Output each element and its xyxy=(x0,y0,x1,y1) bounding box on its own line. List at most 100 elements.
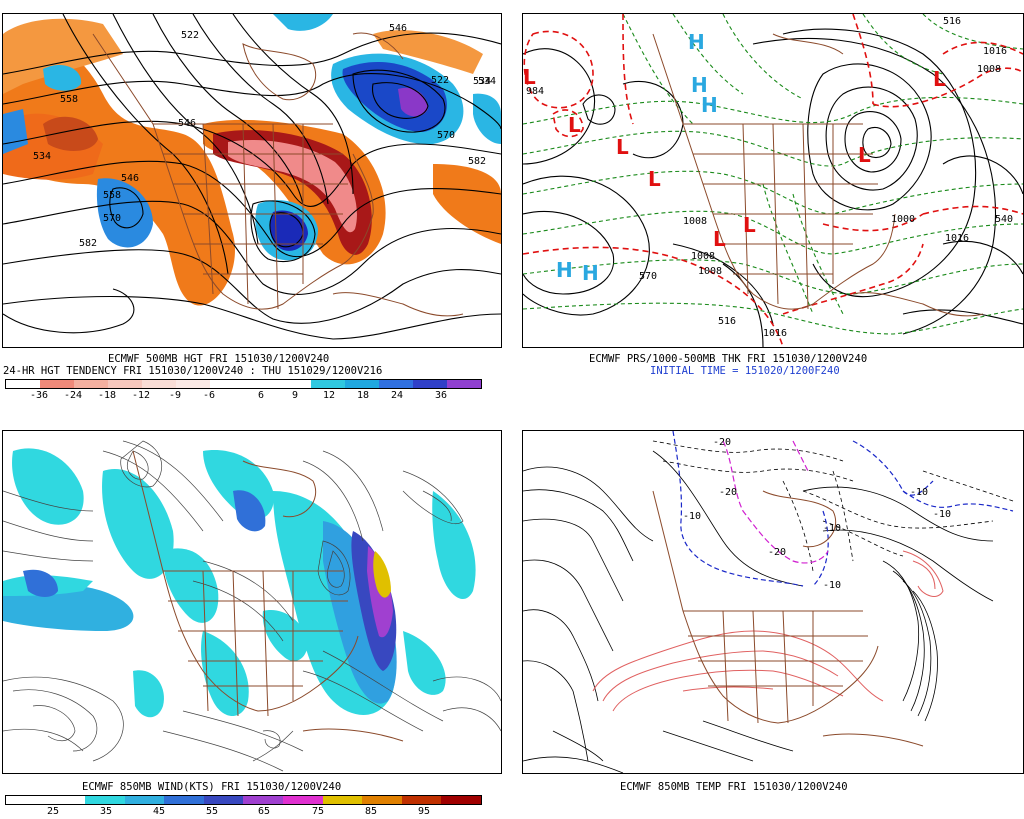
map-pressure-thickness: L L L L L L L L H H H H H 1016 1016 1008… xyxy=(522,13,1024,348)
colorbar-swatch xyxy=(322,796,363,804)
panel-pressure-thickness: L L L L L L L L H H H H H 1016 1016 1008… xyxy=(520,0,1024,410)
contour-label: 582 xyxy=(468,156,486,167)
temperature-contours xyxy=(523,450,994,773)
panel-500mb-caption-line2: 24-HR HGT TENDENCY FRI 151030/1200V240 :… xyxy=(3,365,383,377)
colorbar-swatch xyxy=(124,796,165,804)
colorbar-tick: 85 xyxy=(364,806,378,817)
contour-label: 534 xyxy=(473,76,491,87)
contour-label: 534 xyxy=(33,151,51,162)
temperature-dashed-contours xyxy=(652,440,1014,572)
panel-prs-caption-line2: INITIAL TIME = 151020/1200F240 xyxy=(650,365,840,377)
colorbar-swatch xyxy=(107,380,142,388)
colorbar-tick: -24 xyxy=(63,390,83,401)
contour-label: 558 xyxy=(60,94,78,105)
contour-label: 522 xyxy=(431,75,449,86)
colorbar-swatch xyxy=(209,380,244,388)
contour-label: 984 xyxy=(526,86,544,97)
height-fall-fill xyxy=(3,14,501,261)
colorbar-swatch xyxy=(401,796,442,804)
panel-850mb-wind: ECMWF 850MB WIND(KTS) FRI 151030/1200V24… xyxy=(0,418,505,819)
colorbar-swatch xyxy=(441,796,481,804)
low-center-label: L xyxy=(858,143,871,167)
contour-label: 534 xyxy=(478,76,496,87)
wind-speed-colorbar xyxy=(5,795,482,805)
panel-500mb-height: 522 534 546 558 570 582 534 522 546 570 … xyxy=(0,0,505,410)
contour-label: 1016 xyxy=(945,233,969,244)
colorbar-tick: 36 xyxy=(434,390,448,401)
low-center-label: L xyxy=(616,135,629,159)
high-center-label: H xyxy=(701,93,718,117)
panel-500mb-caption-line1: ECMWF 500MB HGT FRI 151030/1200V240 xyxy=(108,353,330,365)
isobars xyxy=(523,28,1023,347)
colorbar-tick: -9 xyxy=(168,390,182,401)
colorbar-tick: 45 xyxy=(152,806,166,817)
contour-label: 1008 xyxy=(683,216,707,227)
contour-label: -10 xyxy=(683,511,701,522)
high-center-label: H xyxy=(688,30,705,54)
colorbar-swatch xyxy=(6,796,46,804)
contour-label: 570 xyxy=(103,213,121,224)
colorbar-swatch xyxy=(39,380,74,388)
thickness-green-contours xyxy=(523,14,1023,335)
colorbar-tick: -36 xyxy=(29,390,49,401)
contour-label: -20 xyxy=(768,547,786,558)
colorbar-tick: 95 xyxy=(417,806,431,817)
geography-outlines xyxy=(132,450,404,742)
high-center-label: H xyxy=(691,73,708,97)
colorbar-swatch xyxy=(413,380,447,388)
colorbar-tick: 18 xyxy=(356,390,370,401)
contour-label: 1016 xyxy=(763,328,787,339)
geography-outlines xyxy=(92,32,464,317)
height-tendency-colorbar-ticks: -36 -24 -18 -12 -9 -6 6 9 12 18 24 36 xyxy=(5,390,480,402)
colorbar-tick: 35 xyxy=(99,806,113,817)
colorbar-swatch xyxy=(45,796,86,804)
colorbar-tick: 65 xyxy=(257,806,271,817)
colorbar-swatch xyxy=(379,380,414,388)
contour-label: 558 xyxy=(103,190,121,201)
contour-label: 546 xyxy=(121,173,139,184)
colorbar-swatch xyxy=(141,380,176,388)
colorbar-swatch xyxy=(311,380,346,388)
map-850mb-wind xyxy=(2,430,502,774)
contour-label: -10 xyxy=(823,523,841,534)
contour-label: -20 xyxy=(713,437,731,448)
colorbar-tick: 24 xyxy=(390,390,404,401)
geography-outlines xyxy=(652,490,924,747)
panel-prs-caption-line1: ECMWF PRS/1000-500MB THK FRI 151030/1200… xyxy=(589,353,868,365)
low-center-label: L xyxy=(568,113,581,137)
contour-label: 1016 xyxy=(983,46,1007,57)
colorbar-tick: 75 xyxy=(311,806,325,817)
low-center-label: L xyxy=(648,167,661,191)
colorbar-swatch xyxy=(73,380,108,388)
contour-label: 1000 xyxy=(891,214,915,225)
contour-label: 516 xyxy=(943,16,961,27)
colorbar-swatch xyxy=(164,796,204,804)
low-center-label: L xyxy=(933,67,946,91)
map-850mb-temp: -20 -20 -10 -10 -10 -10 -20 -10 xyxy=(522,430,1024,774)
contour-label: 570 xyxy=(437,130,455,141)
colorbar-swatch xyxy=(85,796,125,804)
colorbar-swatch xyxy=(277,380,312,388)
colorbar-tick: 25 xyxy=(46,806,60,817)
high-center-label: H xyxy=(556,258,573,282)
low-center-label: L xyxy=(713,227,726,251)
contour-label: -10 xyxy=(910,487,928,498)
height-tendency-colorbar xyxy=(5,379,482,389)
contour-label: -10 xyxy=(823,580,841,591)
colorbar-swatch xyxy=(243,380,278,388)
contour-label: 1008 xyxy=(691,251,715,262)
colorbar-swatch xyxy=(362,796,402,804)
contour-label: 522 xyxy=(181,30,199,41)
colorbar-swatch xyxy=(243,796,284,804)
contour-label: 516 xyxy=(718,316,736,327)
warm-isotherms xyxy=(592,550,944,712)
contour-label: 546 xyxy=(389,23,407,34)
geography-outlines xyxy=(652,33,984,317)
colorbar-tick: 12 xyxy=(322,390,336,401)
contour-label: 1008 xyxy=(698,266,722,277)
cold-isotherms xyxy=(672,431,1014,587)
thickness-red-contours xyxy=(523,14,1023,347)
low-center-label: L xyxy=(743,213,756,237)
panel-850mb-temp: -20 -20 -10 -10 -10 -10 -20 -10 ECMWF 85… xyxy=(520,418,1024,819)
colorbar-tick: -12 xyxy=(131,390,151,401)
